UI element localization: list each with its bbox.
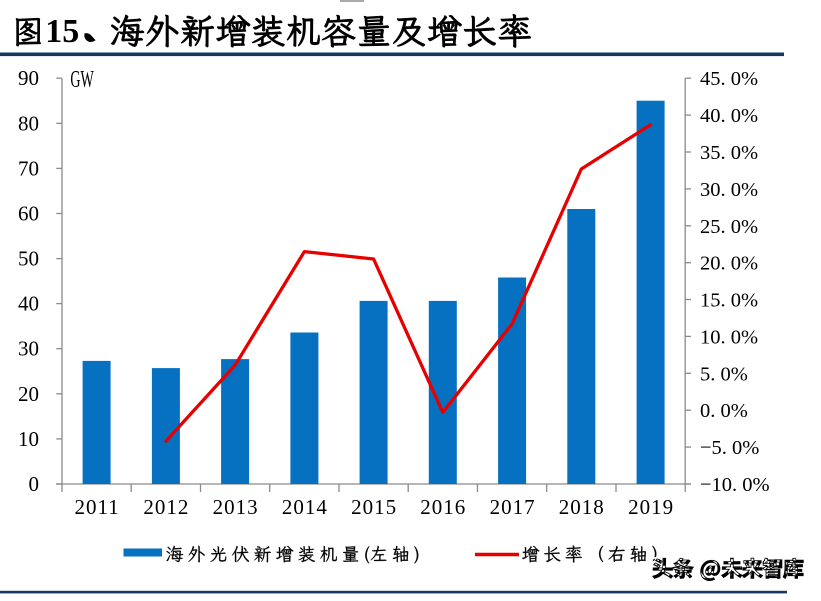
svg-text:0. 0%: 0. 0%: [700, 400, 748, 422]
svg-text:40: 40: [18, 292, 39, 316]
svg-text:2017: 2017: [490, 495, 536, 519]
svg-text:−5. 0%: −5. 0%: [700, 437, 759, 459]
svg-text:2014: 2014: [282, 495, 328, 519]
svg-text:20: 20: [18, 382, 39, 406]
svg-text:20. 0%: 20. 0%: [700, 253, 758, 275]
svg-text:10. 0%: 10. 0%: [700, 326, 758, 348]
svg-text:35. 0%: 35. 0%: [700, 142, 758, 164]
svg-text:80: 80: [18, 111, 39, 135]
svg-text:0: 0: [29, 472, 40, 496]
svg-text:2018: 2018: [559, 495, 605, 519]
svg-text:GW: GW: [70, 66, 94, 93]
svg-text:70: 70: [18, 156, 39, 180]
svg-text:90: 90: [18, 66, 39, 90]
svg-text:2016: 2016: [420, 495, 466, 519]
svg-text:10: 10: [18, 427, 39, 451]
svg-text:2019: 2019: [628, 495, 674, 519]
svg-text:45. 0%: 45. 0%: [700, 68, 758, 90]
svg-text:2013: 2013: [213, 495, 259, 519]
svg-text:40. 0%: 40. 0%: [700, 105, 758, 127]
svg-text:30. 0%: 30. 0%: [700, 179, 758, 201]
svg-text:30: 30: [18, 337, 39, 361]
svg-text:2011: 2011: [74, 495, 119, 519]
svg-text:−10. 0%: −10. 0%: [700, 474, 770, 496]
svg-text:15. 0%: 15. 0%: [700, 290, 758, 312]
svg-text:25. 0%: 25. 0%: [700, 216, 758, 238]
svg-text:60: 60: [18, 202, 39, 226]
svg-text:2015: 2015: [351, 495, 397, 519]
svg-text:5. 0%: 5. 0%: [700, 363, 748, 385]
svg-text:50: 50: [18, 247, 39, 271]
svg-text:15: 15: [45, 13, 79, 50]
svg-text:2012: 2012: [143, 495, 189, 519]
